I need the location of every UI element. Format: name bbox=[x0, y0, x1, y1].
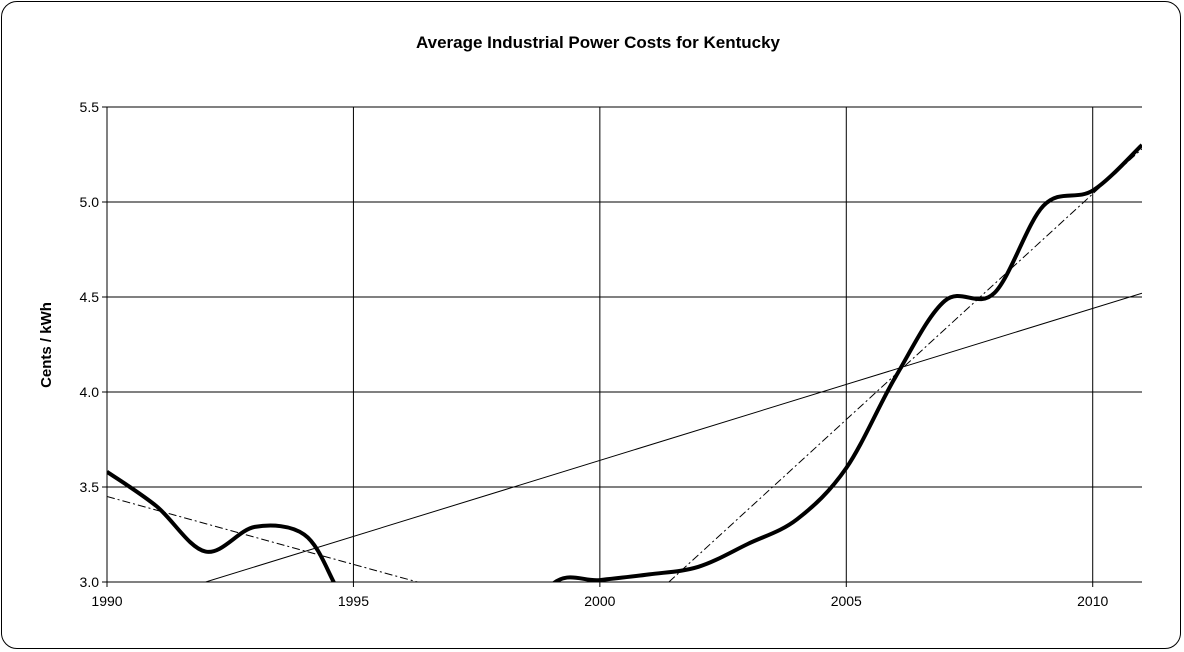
y-tick-label: 4.5 bbox=[80, 289, 100, 305]
y-axis-label: Cents / kWh bbox=[38, 302, 55, 388]
chart-title: Average Industrial Power Costs for Kentu… bbox=[416, 33, 781, 52]
axes bbox=[102, 106, 1142, 587]
x-tick-label: 1995 bbox=[338, 593, 369, 609]
series-line-actual bbox=[107, 143, 1142, 582]
x-tick-label: 2005 bbox=[831, 593, 862, 609]
y-tick-label: 4.0 bbox=[80, 384, 100, 400]
x-tick-label: 2000 bbox=[584, 593, 615, 609]
y-tick-label: 3.5 bbox=[80, 479, 100, 495]
x-tick-label: 1990 bbox=[91, 593, 122, 609]
y-tick-label: 3.0 bbox=[80, 574, 100, 590]
series-trend-dashdot-2 bbox=[107, 496, 418, 582]
y-tick-label: 5.5 bbox=[80, 99, 100, 115]
series-trend-linear bbox=[203, 292, 1142, 582]
x-tick-label: 2010 bbox=[1077, 593, 1108, 609]
series-group bbox=[107, 143, 1142, 582]
grid-lines bbox=[107, 106, 1142, 582]
tick-labels: 3.0 3.5 4.0 4.5 5.0 5.5 1990 1995 2000 2005 2010 bbox=[80, 99, 1109, 609]
series-trend-dashdot-3 bbox=[668, 148, 1142, 582]
y-tick-label: 5.0 bbox=[80, 194, 100, 210]
